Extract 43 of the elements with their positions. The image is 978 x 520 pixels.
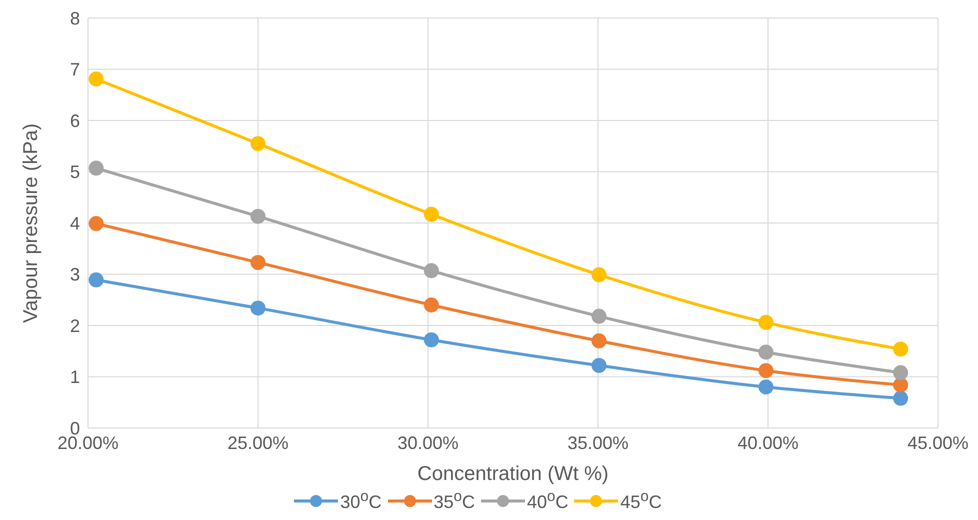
- point: [250, 254, 266, 270]
- point: [893, 377, 908, 392]
- point: [592, 308, 607, 324]
- y-tick-label: 7: [70, 60, 80, 80]
- point: [88, 216, 104, 232]
- y-tick-label: 6: [70, 110, 80, 131]
- point: [592, 358, 607, 373]
- point: [758, 314, 774, 330]
- point: [592, 267, 607, 282]
- point: [424, 263, 439, 278]
- y-tick-label: 5: [70, 162, 80, 182]
- y-tick-label: 2: [70, 316, 80, 336]
- point: [758, 380, 774, 394]
- x-tick-label: 30.00%: [397, 432, 459, 453]
- point: [424, 206, 439, 222]
- y-axis-title: Vapour pressure (kPa): [20, 123, 42, 323]
- point: [88, 272, 104, 288]
- legend-label: 45$^{o}$C: [620, 488, 662, 513]
- point: [893, 365, 908, 380]
- point: [592, 333, 607, 348]
- y-tick-label: 1: [70, 367, 80, 388]
- point: [88, 160, 104, 176]
- point: [250, 136, 266, 152]
- legend-label: 35$^{o}$C: [434, 488, 475, 513]
- legend-label: 30$^{o}$C: [340, 488, 382, 513]
- y-tick-label: 4: [70, 213, 80, 234]
- x-tick-label: 40.00%: [737, 432, 799, 453]
- x-tick-label: 25.00%: [227, 432, 289, 453]
- point: [893, 390, 908, 406]
- point: [758, 363, 774, 378]
- x-axis-title: Concentration (Wt %): [417, 463, 609, 485]
- point: [250, 208, 266, 224]
- y-tick-label: 3: [70, 264, 80, 285]
- legend-label: 40$^{o}$C: [527, 488, 568, 513]
- point: [424, 298, 439, 312]
- point: [88, 71, 104, 86]
- point: [250, 300, 266, 316]
- y-tick-label: 8: [70, 8, 80, 28]
- point: [758, 344, 774, 360]
- x-tick-label: 35.00%: [567, 432, 629, 453]
- point: [893, 342, 908, 357]
- x-tick-label: 45.00%: [907, 432, 969, 453]
- point: [424, 332, 439, 348]
